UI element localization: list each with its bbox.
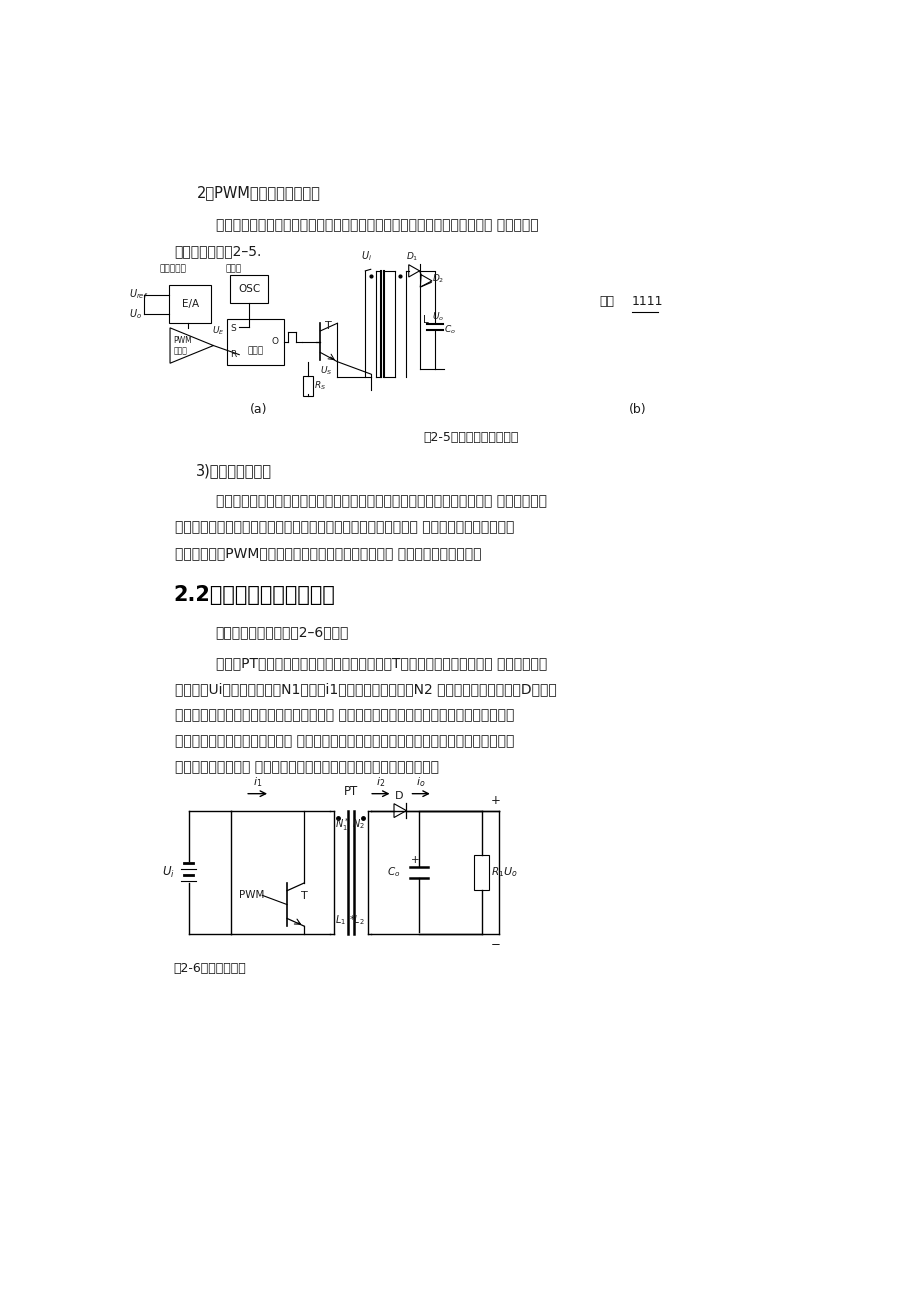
Text: 2.2单端反激电源基本原理: 2.2单端反激电源基本原理	[173, 585, 335, 605]
Text: 2）PWM峰値电流控制模式: 2）PWM峰値电流控制模式	[196, 185, 320, 200]
Text: E/A: E/A	[181, 299, 199, 308]
Text: $U_{ref}$: $U_{ref}$	[129, 288, 148, 301]
Text: PWM
比较器: PWM 比较器	[173, 336, 192, 355]
Text: 变压器PT既是一个变压器又是一个线性电感，T饱和导通时其等效阻抗近 似为零，如果: 变压器PT既是一个变压器又是一个线性电感，T饱和导通时其等效阻抗近 似为零，如果	[216, 656, 547, 670]
Text: $i_2$: $i_2$	[376, 775, 385, 790]
Bar	[303, 376, 312, 396]
Text: 误差放大器: 误差放大器	[160, 264, 187, 273]
Text: +: +	[411, 855, 420, 865]
Text: 振荡器: 振荡器	[225, 264, 242, 273]
Text: $i_1$: $i_1$	[253, 775, 262, 790]
Text: 分为三种工作模式： 不连续工作模式、临界工作模式和连续工作模式。: 分为三种工作模式： 不连续工作模式、临界工作模式和连续工作模式。	[175, 761, 438, 774]
Text: 采用不同的传感器和方法，适时采集电压、电流、温度数据，与设 定的给定値进行比较，如: 采用不同的传感器和方法，适时采集电压、电流、温度数据，与设 定的给定値进行比较，…	[175, 520, 514, 535]
Polygon shape	[170, 328, 213, 363]
Text: $U_i$: $U_i$	[162, 865, 175, 879]
Text: $U_o$: $U_o$	[432, 311, 444, 324]
Text: $U_E$: $U_E$	[211, 325, 224, 337]
Polygon shape	[420, 275, 432, 288]
Text: 时钟: 时钟	[598, 295, 614, 308]
Text: $L_1$: $L_1$	[335, 913, 346, 926]
Polygon shape	[393, 804, 406, 817]
Polygon shape	[408, 264, 419, 277]
Text: 锁存器: 锁存器	[247, 346, 263, 355]
Text: T: T	[324, 321, 331, 330]
Text: PT: PT	[343, 786, 357, 799]
Text: 二极管导通，通过输出电容和负 教释放能量。根据副边绕组放电时间的不同，单端反激电源: 二极管导通，通过输出电容和负 教释放能量。根据副边绕组放电时间的不同，单端反激电…	[175, 734, 514, 748]
Text: 外加电压Ui恒定，流过绕组N1的电流i1线性增长，由于绕组N2 和是反极性的，二极管D截止，: 外加电压Ui恒定，流过绕组N1的电流i1线性增长，由于绕组N2 和是反极性的，二…	[175, 682, 556, 696]
Text: T: T	[301, 891, 307, 900]
Text: $N_1^*$: $N_1^*$	[335, 816, 349, 833]
Text: $C_o$: $C_o$	[444, 323, 456, 336]
Text: 3)开关电源的保护: 3)开关电源的保护	[196, 463, 272, 479]
Text: $U_S$: $U_S$	[320, 364, 333, 376]
Text: $R_1$: $R_1$	[491, 865, 504, 879]
Text: 副边没有电流，导通器件的能量储存在初级 电感里；当开关管截止时，副边绕组感应电势使: 副边没有电流，导通器件的能量储存在初级 电感里；当开关管截止时，副边绕组感应电势…	[175, 708, 514, 722]
Bar	[226, 319, 284, 364]
Text: $*L_2$: $*L_2$	[348, 913, 364, 926]
Text: $i_o$: $i_o$	[416, 775, 425, 790]
Text: 图2-5电流控制模式原理图: 图2-5电流控制模式原理图	[424, 431, 518, 444]
Text: +: +	[490, 794, 500, 807]
Text: 有超出，封锁PWM的脉冲输出，关断功率开关管，达到 保护开关电源的目的。: 有超出，封锁PWM的脉冲输出，关断功率开关管，达到 保护开关电源的目的。	[175, 546, 481, 561]
Text: 单端反激电源电路如图2–6所示。: 单端反激电源电路如图2–6所示。	[216, 624, 348, 639]
Text: (a): (a)	[249, 403, 267, 416]
Text: 开关电源保护一般有过压、欠压、过流、过温及短路保护。根据功率和拓扑 结构的不同，: 开关电源保护一般有过压、欠压、过流、过温及短路保护。根据功率和拓扑 结构的不同，	[216, 494, 546, 509]
Text: $D_2$: $D_2$	[432, 272, 444, 285]
Text: $U_o$: $U_o$	[503, 865, 517, 879]
Text: $D_1$: $D_1$	[405, 251, 417, 263]
Text: −: −	[490, 938, 500, 951]
Bar	[169, 285, 210, 323]
Text: 峰値电流控制模式简称为电流控制模式。主要用于能周期出现电流峰値的电 路，电流控: 峰値电流控制模式简称为电流控制模式。主要用于能周期出现电流峰値的电 路，电流控	[216, 217, 538, 232]
Text: 制模式原理如图2–5.: 制模式原理如图2–5.	[175, 245, 262, 259]
Text: 1111: 1111	[631, 295, 663, 308]
Text: D: D	[394, 791, 403, 800]
Text: O: O	[271, 337, 278, 346]
Bar	[473, 855, 489, 890]
Text: S: S	[231, 324, 236, 333]
Text: (b): (b)	[629, 403, 646, 416]
Text: R: R	[230, 350, 236, 359]
Text: PWM: PWM	[239, 890, 264, 900]
Text: $C_o$: $C_o$	[386, 865, 400, 879]
Text: $U_o$: $U_o$	[129, 307, 142, 321]
Text: 图2-6单端反激电源: 图2-6单端反激电源	[173, 963, 245, 976]
Text: $N_2$: $N_2$	[351, 817, 364, 831]
Text: OSC: OSC	[238, 285, 260, 294]
Text: L: L	[423, 315, 429, 325]
Bar	[230, 276, 268, 303]
Text: $R_S$: $R_S$	[313, 380, 326, 392]
Text: $U_i$: $U_i$	[361, 250, 372, 263]
